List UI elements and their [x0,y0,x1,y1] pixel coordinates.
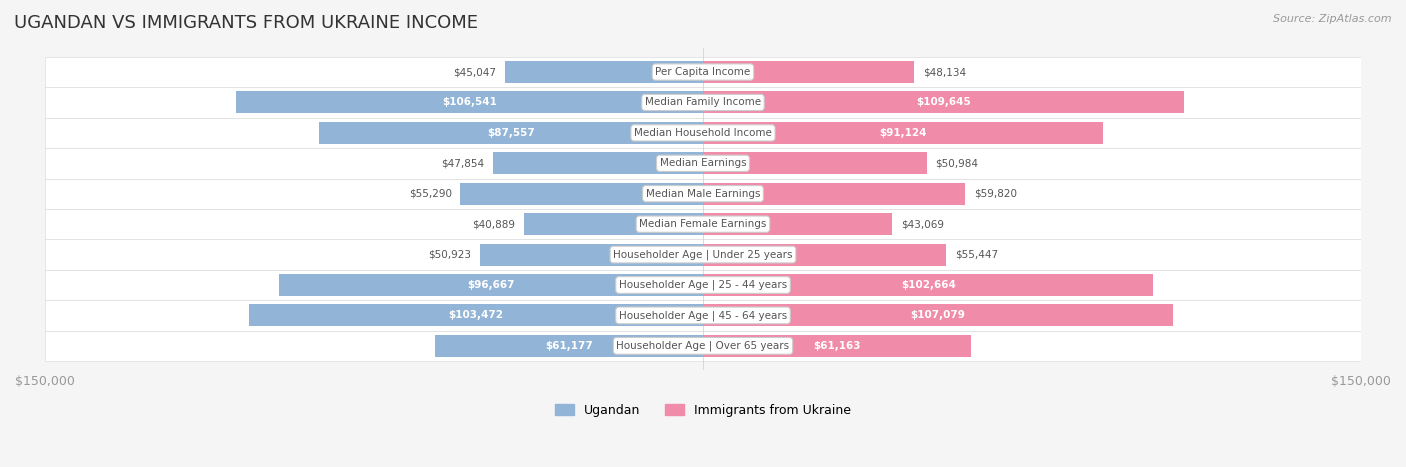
Bar [523,213,703,235]
Text: $103,472: $103,472 [449,311,503,320]
Text: $109,645: $109,645 [917,98,972,107]
Bar [45,178,1361,209]
Text: $61,177: $61,177 [546,341,593,351]
Bar [45,300,1361,331]
Text: Median Household Income: Median Household Income [634,128,772,138]
Text: Householder Age | Over 65 years: Householder Age | Over 65 years [616,340,790,351]
Text: $55,290: $55,290 [409,189,451,199]
Bar [45,209,1361,240]
Text: $45,047: $45,047 [454,67,496,77]
Text: $87,557: $87,557 [486,128,534,138]
Bar [703,122,1102,144]
Text: Median Male Earnings: Median Male Earnings [645,189,761,199]
Text: Per Capita Income: Per Capita Income [655,67,751,77]
Text: $106,541: $106,541 [441,98,496,107]
Text: $43,069: $43,069 [901,219,943,229]
Bar [703,61,914,83]
Bar [703,183,966,205]
Text: $91,124: $91,124 [879,128,927,138]
Text: Householder Age | 25 - 44 years: Householder Age | 25 - 44 years [619,280,787,290]
Text: Median Female Earnings: Median Female Earnings [640,219,766,229]
Bar [460,183,703,205]
Text: Householder Age | 45 - 64 years: Householder Age | 45 - 64 years [619,310,787,321]
Text: $47,854: $47,854 [441,158,484,168]
Legend: Ugandan, Immigrants from Ukraine: Ugandan, Immigrants from Ukraine [550,399,856,422]
Text: Median Earnings: Median Earnings [659,158,747,168]
Text: Source: ZipAtlas.com: Source: ZipAtlas.com [1274,14,1392,24]
Bar [703,92,1184,113]
Bar [703,152,927,174]
Text: Median Family Income: Median Family Income [645,98,761,107]
Bar [45,148,1361,178]
Text: $48,134: $48,134 [922,67,966,77]
Text: $55,447: $55,447 [955,249,998,260]
Text: $107,079: $107,079 [911,311,966,320]
Bar [703,304,1173,326]
Bar [236,92,703,113]
Bar [703,244,946,266]
Text: Householder Age | Under 25 years: Householder Age | Under 25 years [613,249,793,260]
Bar [278,274,703,296]
Bar [45,57,1361,87]
Bar [703,274,1153,296]
Text: $50,984: $50,984 [935,158,979,168]
Text: $102,664: $102,664 [901,280,956,290]
Bar [45,240,1361,270]
Bar [479,244,703,266]
Bar [703,335,972,357]
Bar [319,122,703,144]
Bar [45,87,1361,118]
Bar [249,304,703,326]
Text: $40,889: $40,889 [472,219,515,229]
Text: $50,923: $50,923 [427,249,471,260]
Bar [45,118,1361,148]
Text: $61,163: $61,163 [814,341,860,351]
Bar [45,270,1361,300]
Text: UGANDAN VS IMMIGRANTS FROM UKRAINE INCOME: UGANDAN VS IMMIGRANTS FROM UKRAINE INCOM… [14,14,478,32]
Text: $96,667: $96,667 [467,280,515,290]
Bar [703,213,891,235]
Bar [434,335,703,357]
Bar [505,61,703,83]
Bar [494,152,703,174]
Bar [45,331,1361,361]
Text: $59,820: $59,820 [974,189,1017,199]
